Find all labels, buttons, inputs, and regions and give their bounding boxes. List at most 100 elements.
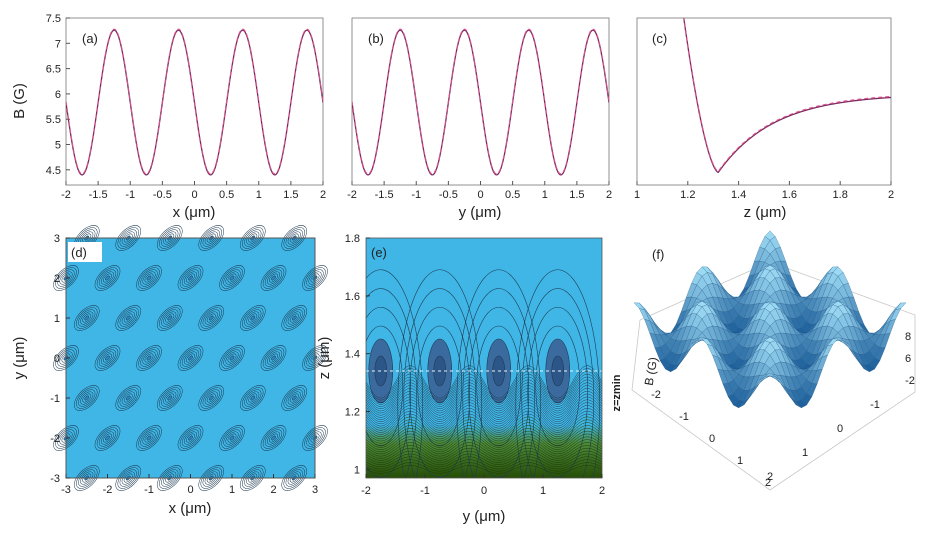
contour-ellipse bbox=[271, 435, 276, 441]
contour-ellipse bbox=[260, 345, 287, 371]
contour-ellipse bbox=[78, 389, 96, 407]
contour-ellipse bbox=[289, 233, 299, 243]
contour-arc bbox=[403, 288, 477, 478]
contour-arc bbox=[397, 269, 483, 478]
x-tick-label: -1 bbox=[144, 484, 154, 496]
y-tick-label: -2 bbox=[50, 433, 60, 445]
floor-contour bbox=[366, 365, 602, 399]
contour-ellipse bbox=[223, 269, 241, 287]
contour-ellipse bbox=[98, 269, 117, 287]
panel-c-frame bbox=[636, 17, 892, 186]
floor-contour bbox=[366, 459, 602, 470]
contour-ellipse bbox=[225, 351, 239, 365]
contour-ellipse bbox=[206, 313, 216, 323]
contour-ellipse bbox=[248, 393, 258, 403]
contour-ellipse bbox=[167, 315, 173, 321]
contour-ellipse bbox=[144, 273, 154, 283]
y-tick-label: 5 bbox=[55, 140, 61, 152]
contour-ellipse bbox=[181, 269, 200, 287]
contour-ellipse bbox=[283, 387, 305, 409]
contour-ellipse bbox=[225, 431, 239, 445]
contour-ellipse bbox=[121, 311, 135, 325]
floor-contour bbox=[366, 393, 602, 420]
contour-ellipse bbox=[59, 351, 73, 365]
contour-ellipse bbox=[204, 311, 218, 325]
contour-ellipse bbox=[76, 387, 98, 409]
contour-ellipse bbox=[177, 425, 204, 451]
contour-ellipse bbox=[121, 391, 135, 405]
floor-contour bbox=[366, 419, 602, 440]
contour-ellipse bbox=[161, 469, 179, 487]
contour-ellipse bbox=[115, 385, 142, 411]
panel-c-xlabel: z (μm) bbox=[744, 204, 787, 221]
contour-ellipse bbox=[219, 425, 245, 451]
contour-ellipse bbox=[291, 315, 297, 321]
contour-ellipse bbox=[264, 349, 283, 367]
contour-ellipse bbox=[242, 467, 264, 489]
contour-ellipse bbox=[115, 465, 142, 491]
contour-ellipse bbox=[225, 271, 239, 285]
x-tick-label: 1 bbox=[542, 189, 548, 201]
panel-f-z-ticks: 68 bbox=[905, 331, 911, 365]
panel-f-zlabel: B (G) bbox=[642, 356, 661, 387]
contour-ellipse bbox=[59, 431, 73, 445]
contour-ellipse bbox=[266, 351, 281, 365]
panel-a-ylabel: B (G) bbox=[11, 83, 28, 119]
x-tick-label: -2 bbox=[61, 189, 71, 201]
contour-ellipse bbox=[306, 429, 324, 447]
contour-ellipse bbox=[221, 347, 243, 369]
contour-ellipse bbox=[156, 385, 183, 411]
contour-ellipse bbox=[242, 387, 264, 409]
contour-ellipse bbox=[260, 425, 287, 451]
contour-ellipse bbox=[117, 387, 139, 409]
contour-ellipse bbox=[310, 353, 320, 363]
contour-ellipse bbox=[119, 389, 137, 407]
contour-ellipse bbox=[246, 311, 260, 325]
floor-contour bbox=[366, 388, 602, 416]
x-tick-label: 1 bbox=[540, 485, 546, 497]
contour-ellipse bbox=[202, 389, 220, 407]
panel-c-dashed-curve bbox=[683, 18, 891, 173]
floor-contour bbox=[366, 371, 602, 403]
contour-ellipse bbox=[250, 395, 256, 401]
panel-a-xlabel: x (μm) bbox=[173, 204, 216, 221]
contour-ellipse bbox=[115, 305, 142, 331]
contour-ellipse bbox=[123, 393, 133, 403]
contour-ellipse bbox=[161, 309, 179, 327]
contour-ellipse bbox=[229, 275, 235, 281]
contour-ellipse bbox=[78, 309, 96, 327]
floor-contour bbox=[366, 428, 602, 446]
floor-contour bbox=[366, 465, 602, 474]
contour-ellipse bbox=[200, 467, 222, 489]
contour-ellipse bbox=[246, 391, 260, 405]
contour-ellipse bbox=[53, 265, 79, 291]
contour-ellipse bbox=[161, 229, 179, 247]
contour-ellipse bbox=[57, 429, 75, 447]
contour-ellipse bbox=[244, 309, 262, 327]
contour-ellipse bbox=[165, 473, 175, 483]
panel-d-y-ticks: -3 -2 -1 0 1 2 3 bbox=[50, 233, 70, 485]
contour-ellipse bbox=[59, 271, 73, 285]
contour-ellipse bbox=[96, 267, 119, 289]
y-tick-label: -1 bbox=[50, 393, 60, 405]
contour-ellipse bbox=[204, 231, 218, 245]
contour-ellipse bbox=[103, 433, 112, 443]
x-tick-label: 0 bbox=[191, 189, 197, 201]
contour-ellipse bbox=[269, 273, 278, 283]
floor-contour bbox=[366, 408, 602, 431]
contour-ellipse bbox=[304, 347, 326, 369]
contour-ellipse bbox=[244, 389, 262, 407]
contour-ellipse bbox=[183, 351, 198, 365]
contour-ellipse bbox=[266, 271, 281, 285]
contour-ellipse bbox=[239, 305, 266, 331]
panel-f-surface bbox=[633, 230, 907, 409]
panel-d-x-ticks: -3 -2 -1 0 1 2 3 bbox=[61, 474, 318, 496]
panel-d-ylabel: y (μm) bbox=[11, 337, 28, 380]
contour-ellipse bbox=[103, 273, 112, 283]
panel-e-contours bbox=[366, 269, 602, 478]
panel-e-xlabel: y (μm) bbox=[463, 508, 506, 525]
contour-ellipse bbox=[306, 349, 324, 367]
contour-ellipse bbox=[287, 391, 301, 405]
panel-b: -2 -1.5 -1 -0.5 0 0.5 1 1.5 2 (b) y (μm) bbox=[347, 17, 612, 221]
